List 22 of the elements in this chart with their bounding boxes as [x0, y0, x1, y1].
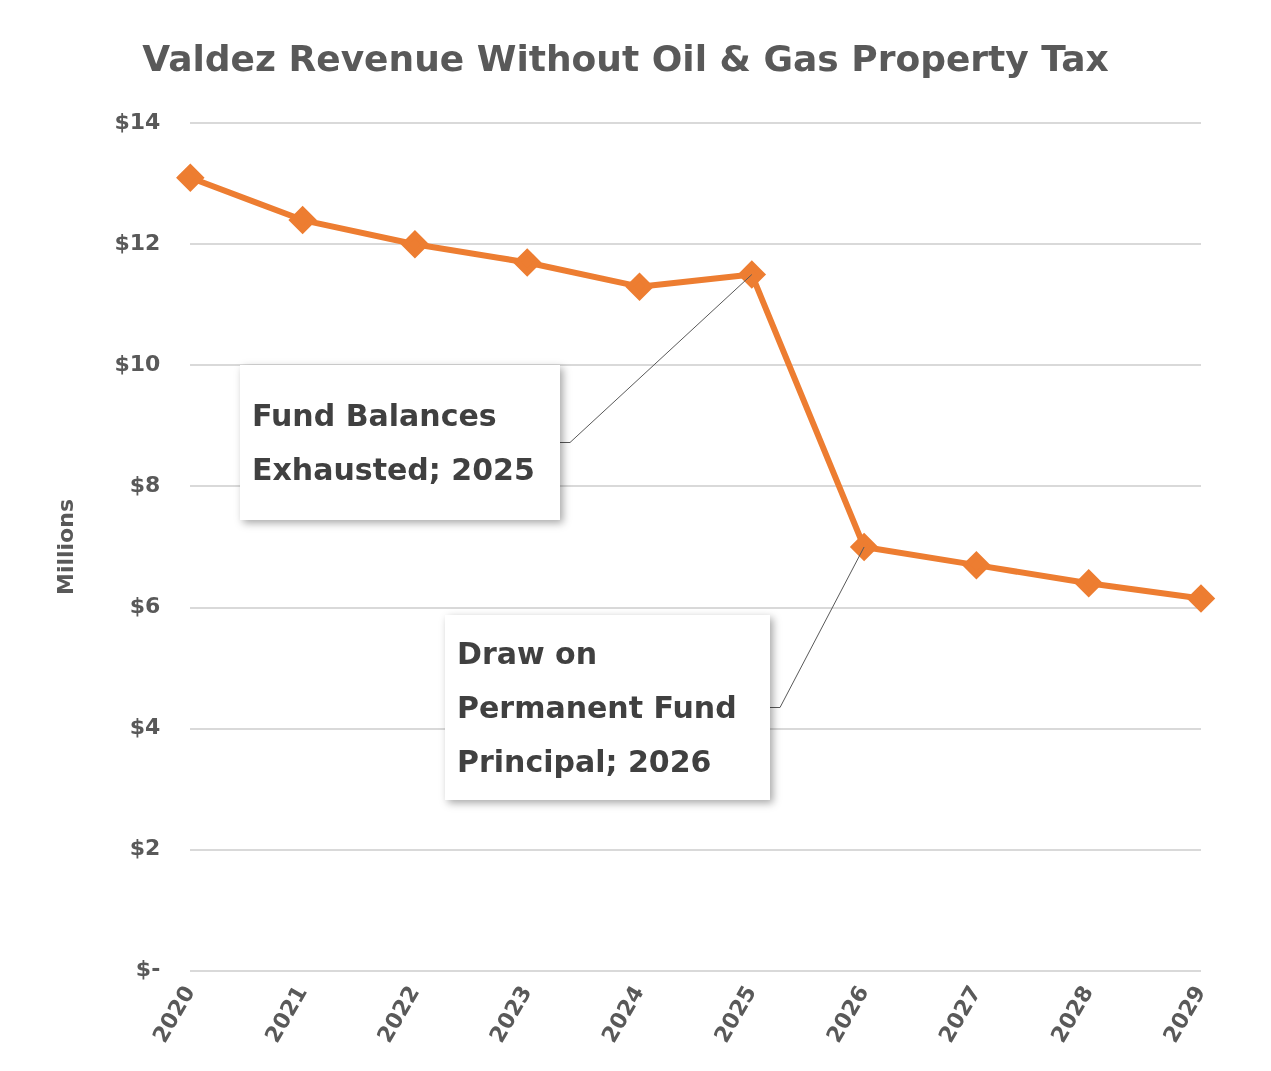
annotation: Fund Balances Exhausted; 2025: [252, 396, 536, 489]
y-tick-label: $2: [129, 835, 161, 861]
y-tick-label: $14: [114, 108, 161, 134]
point: [1075, 570, 1102, 597]
point: [1188, 585, 1214, 612]
y-tick-label: $8: [129, 472, 161, 498]
point: [401, 231, 428, 258]
chart-title: Valdez Revenue Without Oil & Gas Property Tax: [142, 37, 1109, 79]
annotation: Draw on Permanent Fund Principal; 2026: [457, 634, 738, 781]
y-tick-label: $12: [114, 230, 161, 255]
point: [177, 164, 204, 191]
point: [963, 552, 990, 579]
point: [289, 207, 316, 234]
y-tick-label: $4: [129, 714, 161, 740]
point: [626, 273, 653, 300]
y-tick-label: $-: [135, 956, 161, 982]
y-tick-label: $10: [114, 351, 161, 377]
y-axis-title: Millions: [52, 499, 78, 595]
point: [851, 533, 878, 560]
y-tick-label: $6: [129, 593, 161, 619]
point: [738, 261, 765, 288]
point: [514, 249, 541, 276]
